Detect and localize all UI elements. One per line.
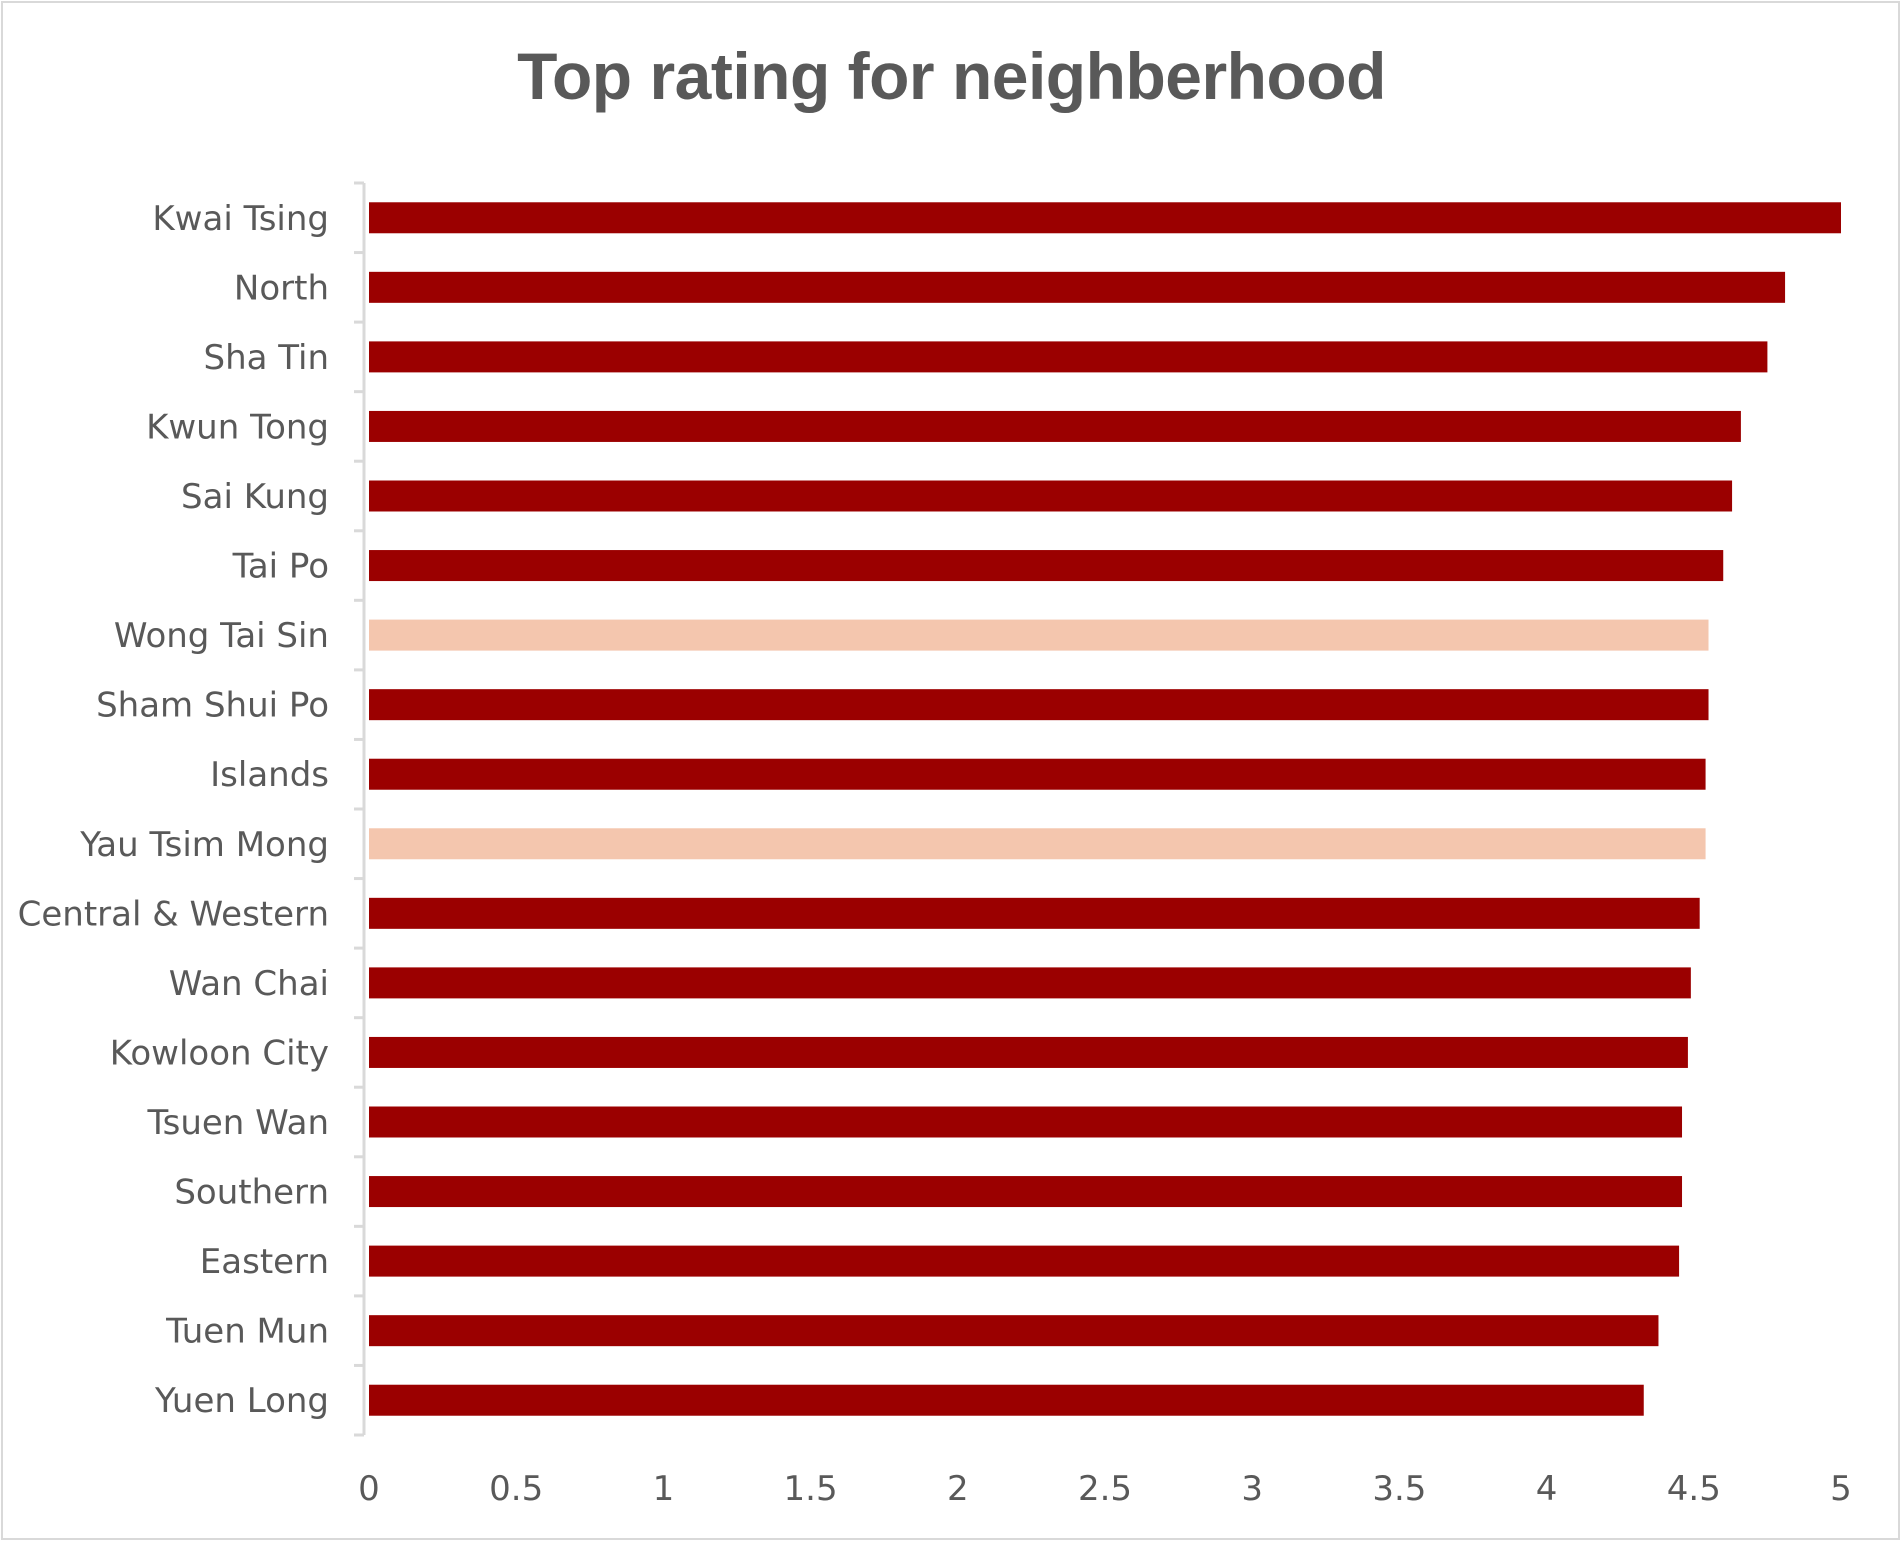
bar-southern (369, 1176, 1683, 1208)
x-tick-label: 5 (1830, 1469, 1852, 1509)
category-label: Eastern (200, 1242, 329, 1282)
category-label: North (234, 268, 329, 308)
category-label: Sai Kung (181, 477, 329, 517)
bar-tai-po (369, 550, 1724, 582)
x-tick-label: 4 (1536, 1469, 1558, 1509)
x-tick-label: 3.5 (1372, 1469, 1426, 1509)
x-tick-label: 4.5 (1667, 1469, 1721, 1509)
bar-tsuen-wan (369, 1106, 1683, 1138)
bar-sham-shui-po (369, 689, 1709, 721)
bar-kwun-tong (369, 410, 1741, 442)
bar-kowloon-city (369, 1036, 1688, 1068)
category-label: Sha Tin (204, 338, 330, 378)
category-label: Kowloon City (110, 1033, 329, 1073)
bar-sha-tin (369, 341, 1768, 373)
bar-tuen-mun (369, 1315, 1659, 1347)
category-label: Southern (174, 1173, 329, 1213)
bar-north (369, 271, 1786, 303)
bar-yau-tsim-mong (369, 828, 1706, 860)
bar-islands (369, 758, 1706, 790)
x-tick-label: 1.5 (784, 1469, 838, 1509)
x-tick-label: 2 (947, 1469, 969, 1509)
category-label: Tuen Mun (165, 1312, 329, 1352)
chart-title: Top rating for neighberhood (517, 39, 1386, 113)
category-label: Sham Shui Po (96, 686, 329, 726)
bar-wong-tai-sin (369, 619, 1709, 651)
category-label: Wan Chai (169, 964, 329, 1004)
bar-sai-kung (369, 480, 1733, 512)
x-tick-label: 2.5 (1078, 1469, 1132, 1509)
category-label: Central & Western (18, 894, 329, 934)
bar-wan-chai (369, 967, 1691, 999)
category-label: Tsuen Wan (146, 1103, 329, 1143)
bar-yuen-long (369, 1384, 1644, 1416)
category-label: Kwai Tsing (152, 199, 329, 239)
bar-kwai-tsing (369, 202, 1841, 234)
category-label: Islands (210, 755, 329, 795)
category-label: Kwun Tong (146, 407, 329, 447)
category-label: Wong Tai Sin (114, 616, 329, 656)
bar-central-western (369, 897, 1700, 929)
x-tick-label: 0 (358, 1469, 380, 1509)
x-tick-label: 0.5 (489, 1469, 543, 1509)
category-label: Tai Po (232, 547, 329, 587)
category-label: Yau Tsim Mong (79, 825, 329, 865)
category-label: Yuen Long (154, 1381, 329, 1421)
bar-eastern (369, 1245, 1680, 1277)
x-tick-label: 3 (1241, 1469, 1263, 1509)
x-tick-label: 1 (653, 1469, 675, 1509)
